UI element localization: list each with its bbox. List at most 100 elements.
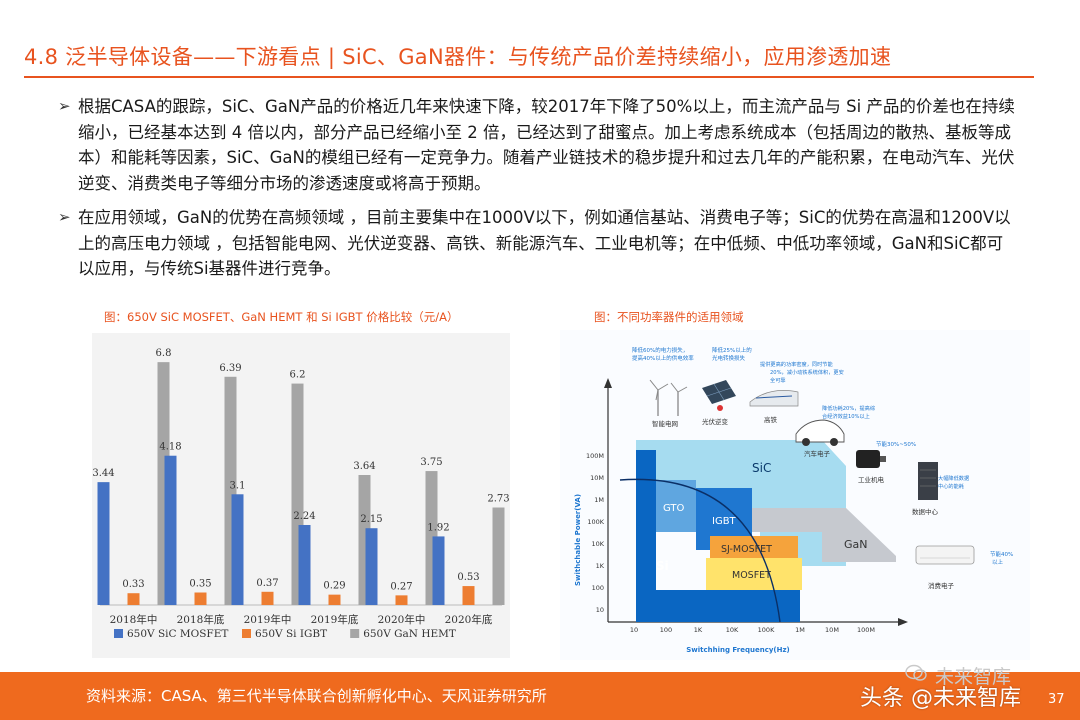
bar	[328, 594, 341, 605]
bar	[231, 494, 244, 605]
chart-application-caption: 图：不同功率器件的适用领域	[594, 310, 744, 324]
slide-title: 4.8 泛半导体设备——下游看点 | SiC、GaN器件：与传统产品价差持续缩小…	[24, 45, 892, 69]
note-consumer: 节能40%	[990, 550, 1013, 558]
note-consumer-2: 以上	[992, 558, 1004, 566]
source-note: 资料来源：CASA、第三代半导体联合创新孵化中心、天风证券研究所	[86, 687, 547, 705]
app-label-pv: 光伏逆变	[702, 417, 729, 426]
region-label-sic: SiC	[752, 461, 771, 475]
wechat-icon	[905, 664, 927, 681]
note-ev: 降低功耗20%，提高综	[822, 404, 876, 412]
bar	[462, 586, 475, 605]
watermark-brand: 未来智库	[935, 666, 1012, 688]
legend-label: 650V GaN HEMT	[363, 628, 456, 640]
y-tick: 100K	[587, 518, 604, 526]
bar	[164, 455, 177, 605]
legend-label: 650V Si IGBT	[255, 628, 327, 640]
bar	[432, 536, 445, 605]
data-label: 3.44	[92, 468, 114, 479]
y-tick: 10K	[591, 540, 604, 548]
note-rail: 提供更高的功率密度，同时节能	[760, 360, 833, 368]
app-label-ev: 汽车电子	[804, 449, 831, 458]
server-rack-icon	[918, 462, 938, 500]
chart-price-caption: 图：650V SiC MOSFET、GaN HEMT 和 Si IGBT 价格比…	[104, 310, 459, 324]
x-tick: 10	[630, 626, 638, 634]
bar	[395, 595, 408, 605]
wind-turbine-icon	[649, 379, 688, 416]
region-gan	[730, 508, 896, 562]
data-label: 0.29	[323, 581, 345, 592]
application-diagram: SiC GTO IGBT SJ-MOSFET MOSFET GaN Si 100…	[560, 330, 1030, 660]
region-sj-mosfet	[710, 536, 798, 558]
data-label: 4.18	[159, 442, 181, 453]
note-dc: 大幅降低数据	[938, 474, 969, 482]
y-tick: 100	[592, 584, 604, 592]
data-label: 6.2	[290, 370, 306, 381]
region-label-gto: GTO	[663, 503, 685, 514]
region-label-mosfet: MOSFET	[732, 570, 771, 581]
solar-panel-icon	[702, 380, 736, 411]
bullet-list: ➢ 根据CASA的跟踪，SiC、GaN产品的价格近几年来快速下降，较2017年下…	[58, 94, 1018, 291]
bar	[298, 525, 311, 605]
watermark-main: 头条 @未来智库	[860, 686, 1021, 711]
y-tick: 10M	[590, 474, 604, 482]
data-label: 3.75	[420, 457, 442, 468]
region-label-si: Si	[656, 559, 669, 573]
note-ev-2: 合经济效益10%以上	[822, 412, 870, 420]
bar	[97, 482, 110, 605]
x-tick: 10K	[726, 626, 739, 634]
x-tick-labels: 10 100 1K 10K 100K 1M 10M 100M	[630, 626, 875, 634]
x-tick-label: 2018年中	[110, 613, 158, 626]
x-tick-label: 2020年底	[445, 613, 493, 626]
app-label-consumer: 消费电子	[928, 581, 955, 590]
data-label: 2.15	[360, 514, 382, 525]
data-label: 6.39	[219, 363, 241, 374]
x-tick-label: 2019年中	[244, 613, 292, 626]
region-si	[636, 450, 800, 622]
bar	[127, 593, 140, 605]
train-icon	[749, 390, 799, 407]
data-label: 2.73	[487, 494, 509, 505]
x-tick: 100	[660, 626, 672, 634]
bullet-item: ➢ 在应用领域，GaN的优势在高频领域 ，目前主要集中在1000V以下，例如通信…	[58, 205, 1018, 282]
x-tick-label: 2019年底	[311, 613, 359, 626]
region-mosfet	[706, 558, 802, 590]
x-axis-arrow-icon	[898, 618, 908, 626]
app-label-dc: 数据中心	[912, 507, 939, 516]
y-axis-label: Swithchable Power(VA)	[574, 494, 582, 586]
note-rail-3: 全可靠	[770, 376, 786, 384]
chevron-right-icon: ➢	[58, 208, 71, 226]
y-tick: 100M	[586, 452, 604, 460]
data-label: 0.35	[189, 579, 211, 590]
page-number: 37	[1048, 692, 1065, 707]
region-label-igbt: IGBT	[712, 516, 737, 527]
bullet-item: ➢ 根据CASA的跟踪，SiC、GaN产品的价格近几年来快速下降，较2017年下…	[58, 94, 1018, 196]
data-label: 1.92	[427, 522, 449, 533]
region-label-gan: GaN	[844, 538, 868, 551]
data-label: 3.1	[230, 480, 246, 491]
bar	[261, 591, 274, 605]
bar	[492, 507, 505, 605]
y-tick-labels: 100M 10M 1M 100K 10K 1K 100 10	[586, 452, 605, 614]
data-label: 0.37	[256, 578, 278, 589]
note-rail-2: 20%，减小动铁系统体积，更安	[770, 368, 844, 376]
y-axis-arrow-icon	[604, 378, 612, 388]
app-label-rail: 高铁	[764, 415, 778, 424]
y-tick: 1M	[594, 496, 604, 504]
legend-swatch	[114, 629, 123, 638]
x-tick: 100K	[758, 626, 775, 634]
car-icon	[795, 419, 845, 446]
data-label: 3.64	[353, 461, 375, 472]
y-tick: 1K	[596, 562, 605, 570]
note-dc-2: 中心的能耗	[938, 482, 965, 490]
x-tick: 1K	[694, 626, 703, 634]
air-conditioner-icon	[915, 545, 975, 565]
note-pv: 降低25%以上的	[712, 346, 752, 354]
chart-price-comparison: 3.44 0.33 6.8 2018年中 4.18 0.35 6.39 2018年底 3.1 0.…	[92, 348, 509, 640]
app-label-grid: 智能电网	[652, 419, 678, 428]
note-grid-2: 提高40%以上的供电效率	[632, 354, 694, 362]
bullet-text: 在应用领域，GaN的优势在高频领域 ，目前主要集中在1000V以下，例如通信基站…	[78, 208, 1011, 278]
app-label-motor: 工业机电	[858, 475, 885, 484]
chevron-right-icon: ➢	[58, 97, 71, 115]
note-grid: 降低60%的电力损失，	[632, 346, 688, 354]
legend-label: 650V SiC MOSFET	[127, 628, 228, 640]
